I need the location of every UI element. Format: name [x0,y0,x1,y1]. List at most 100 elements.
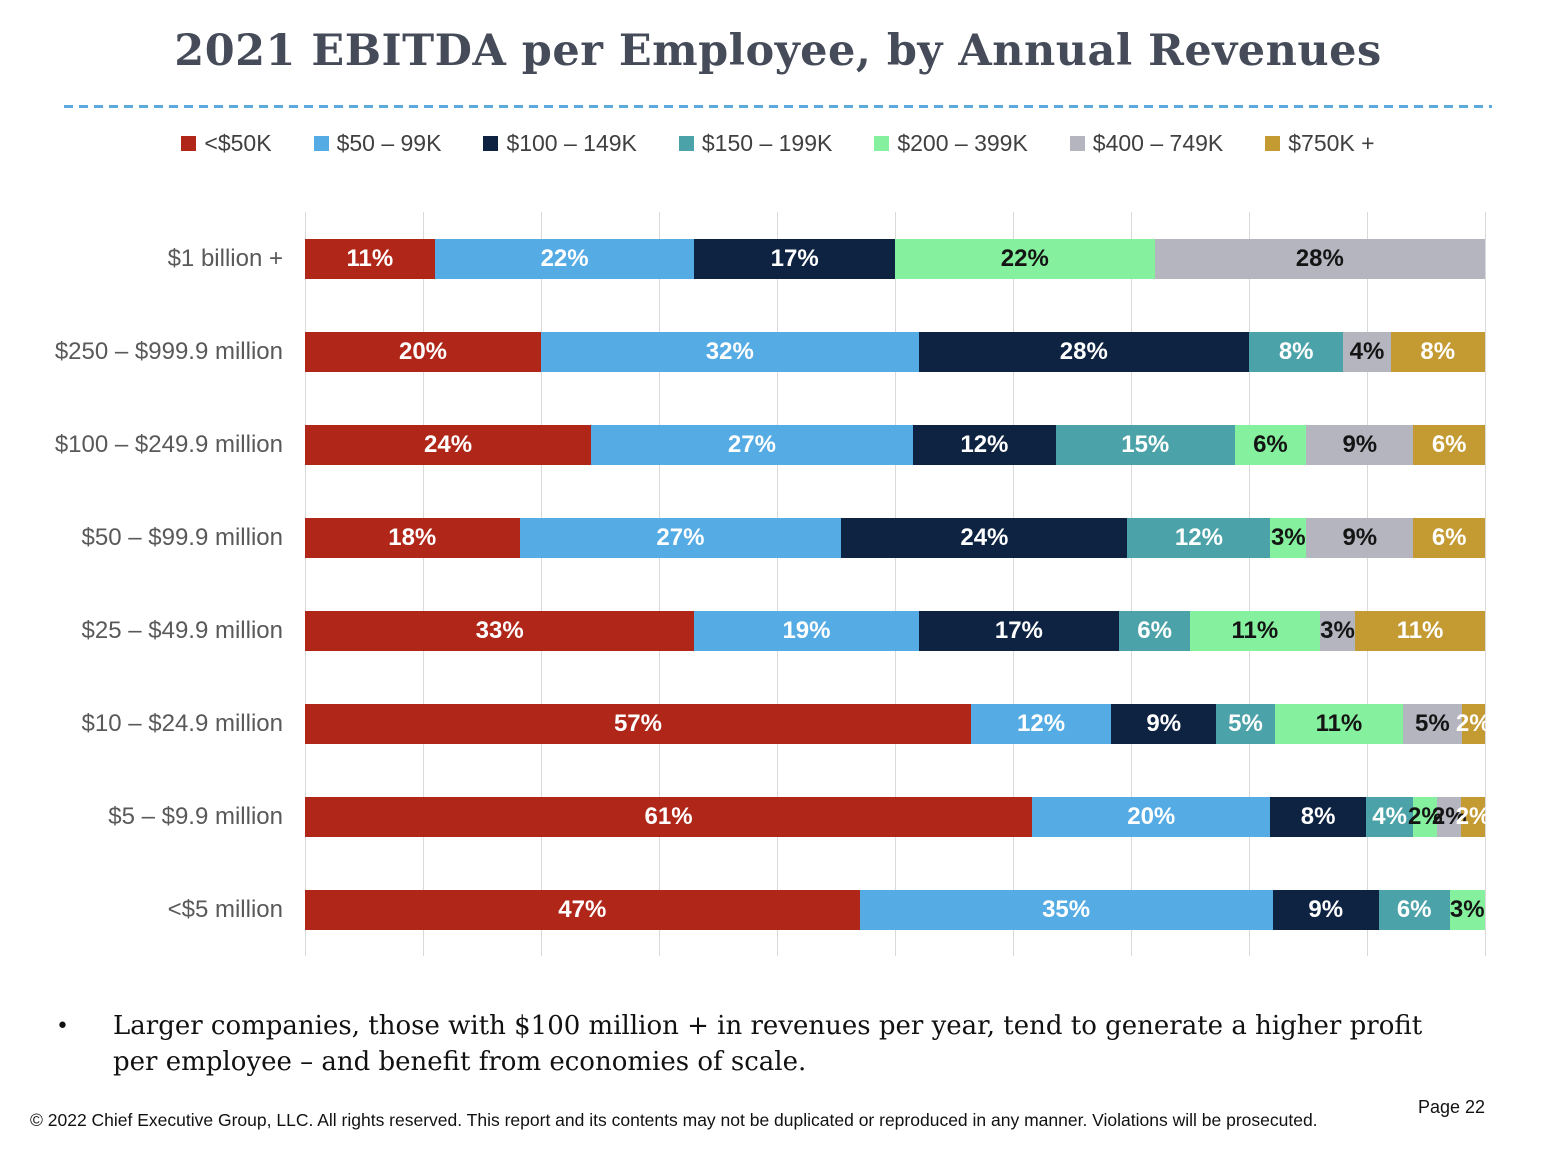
bar-segment: 12% [970,703,1112,744]
dashed-divider [64,105,1492,108]
legend-label: $750K + [1288,130,1375,156]
category-label: $100 – $249.9 million [54,430,283,458]
segment-value-label: 3% [1270,523,1306,551]
bar-segment: 22% [894,238,1155,279]
gridline [1013,212,1014,956]
chart-legend: <$50K $50 – 99K $100 – 149K $150 – 199K $200… [0,130,1556,157]
bar-segment: 32% [541,331,919,372]
segment-value-label: 8% [1278,337,1314,365]
bar-segment: 33% [305,610,695,651]
segment-value-label: 27% [727,430,776,458]
chart-plot: $1 billion +11% 22% 17% 22% 28% $250 – $999.9… [55,212,1491,956]
bar-segment: 24% [305,424,592,465]
category-label: $50 – $99.9 million [81,523,283,551]
bar-segment: 47% [305,889,860,930]
legend-item: $400 – 749K [1069,130,1224,157]
bar-segment: 6% [1378,889,1450,930]
legend-item: $150 – 199K [678,130,833,157]
bar-segment: 8% [1248,331,1344,372]
segment-value-label: 6% [1253,430,1288,458]
segment-value-label: 5% [1415,709,1450,737]
segment-value-label: 4% [1349,337,1385,365]
bar-segment: 5% [1216,703,1275,744]
legend-swatch-icon [678,136,694,151]
segment-value-label: 4% [1372,802,1407,830]
bar-segment: 6% [1413,517,1485,558]
segment-value-label: 35% [1042,895,1091,923]
bar-segment: 20% [305,331,541,372]
segment-value-label: 17% [994,616,1043,644]
legend-label: <$50K [204,130,272,156]
bar-segment: 4% [1365,796,1414,837]
segment-value-label: 18% [388,523,437,551]
gridline [1367,212,1368,956]
stacked-bar: 20% 32% 28% 8% 4% 8% [305,331,1485,372]
bar-segment: 2% [1432,796,1467,837]
bar-segment: 6% [1413,424,1485,465]
bar-segment: 24% [841,517,1128,558]
legend-swatch-icon [313,136,329,151]
bar-segment: 9% [1306,517,1414,558]
bar-segment: 17% [694,238,895,279]
stacked-bar: 24% 27% 12% 15% 6% 9% 6% [305,424,1485,465]
category-label: $5 – $9.9 million [108,802,283,830]
segment-value-label: 6% [1396,895,1432,923]
bar-segment: 15% [1055,424,1235,465]
stacked-bar: 61% 20% 8% 4% 2% 2% 2% [305,796,1490,837]
stacked-bar: 11% 22% 17% 22% 28% [305,238,1485,279]
legend-swatch-icon [181,136,197,151]
gridline [541,212,542,956]
segment-value-label: 6% [1431,523,1467,551]
bullet-marker: • [56,1014,69,1039]
segment-value-label: 27% [656,523,705,551]
segment-value-label: 2% [1431,802,1467,830]
segment-value-label: 20% [398,337,448,365]
bar-segment: 11% [1274,703,1404,744]
segment-value-label: 8% [1300,802,1336,830]
category-label: $250 – $999.9 million [54,337,283,365]
segment-value-label: 15% [1121,430,1170,458]
segment-value-label: 19% [782,616,831,644]
legend-label: $150 – 199K [701,130,833,156]
bar-segment: 19% [694,610,919,651]
segment-value-label: 11% [1396,616,1444,644]
segment-value-label: 57% [613,709,662,737]
bar-segment: 6% [1234,424,1307,465]
segment-value-label: 61% [644,802,693,830]
segment-value-label: 12% [1017,709,1066,737]
chart-row: $5 – $9.9 million 61% 20% 8% 4% 2% 2% 2% [108,770,1490,863]
bar-segment: 22% [434,238,695,279]
segment-value-label: 11% [346,244,394,272]
bar-segment: 2% [1408,796,1443,837]
segment-value-label: 11% [1315,709,1363,737]
legend-item: $200 – 399K [874,130,1028,157]
bar-segment: 12% [1127,517,1271,558]
bar-segment: 27% [591,424,913,465]
bar-segment: 6% [1119,610,1190,651]
segment-value-label: 3% [1320,616,1355,644]
legend-swatch-icon [1069,136,1085,151]
segment-value-label: 2% [1408,802,1443,830]
segment-value-label: 22% [1000,244,1049,272]
segment-value-label: 2% [1455,709,1491,737]
stacked-bar: 18% 27% 24% 12% 3% 9% 6% [305,517,1485,558]
segment-value-label: 24% [424,430,473,458]
legend-label: $400 – 749K [1092,130,1224,156]
bar-segment: 9% [1111,703,1217,744]
bar-segment: 35% [859,889,1273,930]
legend-item: $100 – 149K [483,130,637,157]
segment-value-label: 2% [1455,802,1491,830]
bar-segment: 4% [1343,331,1391,372]
segment-value-label: 12% [960,430,1009,458]
category-label: $1 billion + [167,244,283,272]
segment-value-label: 5% [1228,709,1263,737]
segment-value-label: 11% [1231,616,1279,644]
bar-segment: 2% [1456,796,1490,837]
legend-swatch-icon [874,136,890,151]
bar-segment: 11% [305,238,435,279]
bar-segment: 17% [918,610,1120,651]
chart-row: $1 billion + 11% 22% 17% 22% 28% [168,212,1485,305]
gridline [659,212,660,956]
segment-value-label: 47% [558,895,607,923]
